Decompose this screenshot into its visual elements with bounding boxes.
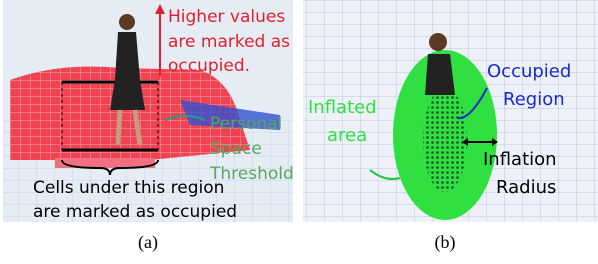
caption: (a) (138, 232, 158, 253)
annotation: are marked as (168, 32, 290, 52)
annotation: Cells under this region (33, 178, 224, 198)
annotation: occupied. (168, 56, 250, 76)
annotation: Inflated (308, 97, 377, 118)
annotation: Personal (210, 114, 282, 134)
annotation: are marked as occupied (33, 202, 237, 222)
panel-b: Occupied Region Inflated area Inflation … (303, 0, 598, 222)
annotation: Higher values (168, 7, 285, 27)
annotation: Radius (496, 177, 556, 198)
annotation: Occupied (487, 61, 571, 82)
caption: (b) (435, 232, 456, 253)
annotation: Space (210, 139, 262, 159)
occupied-region (423, 88, 467, 192)
annotation: Inflation (483, 149, 557, 170)
annotation: Region (503, 89, 565, 110)
figure: Higher values are marked as occupied. Pe… (0, 0, 598, 260)
panel-a: Higher values are marked as occupied. Pe… (3, 0, 294, 222)
annotation: area (327, 125, 367, 146)
